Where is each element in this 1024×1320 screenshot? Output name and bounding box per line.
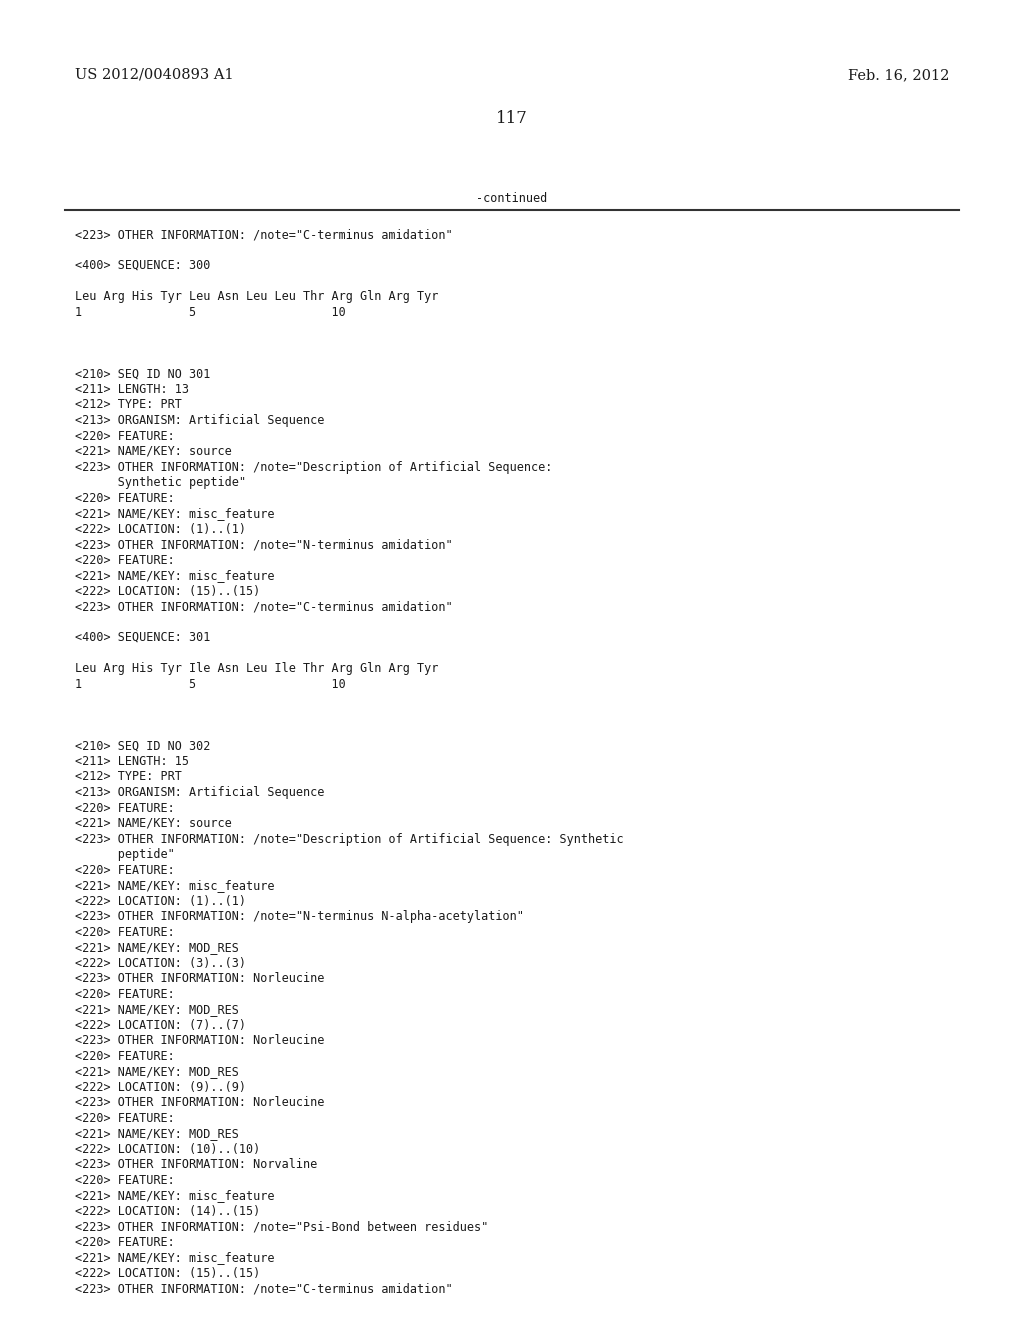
- Text: <220> FEATURE:: <220> FEATURE:: [75, 553, 175, 566]
- Text: Leu Arg His Tyr Leu Asn Leu Leu Thr Arg Gln Arg Tyr: Leu Arg His Tyr Leu Asn Leu Leu Thr Arg …: [75, 290, 438, 304]
- Text: <220> FEATURE:: <220> FEATURE:: [75, 1173, 175, 1187]
- Text: <220> FEATURE:: <220> FEATURE:: [75, 429, 175, 442]
- Text: <222> LOCATION: (14)..(15): <222> LOCATION: (14)..(15): [75, 1204, 260, 1217]
- Text: <220> FEATURE:: <220> FEATURE:: [75, 987, 175, 1001]
- Text: <223> OTHER INFORMATION: /note="C-terminus amidation": <223> OTHER INFORMATION: /note="C-termin…: [75, 228, 453, 242]
- Text: <210> SEQ ID NO 301: <210> SEQ ID NO 301: [75, 367, 210, 380]
- Text: <221> NAME/KEY: misc_feature: <221> NAME/KEY: misc_feature: [75, 1251, 274, 1265]
- Text: <221> NAME/KEY: source: <221> NAME/KEY: source: [75, 445, 231, 458]
- Text: <220> FEATURE:: <220> FEATURE:: [75, 491, 175, 504]
- Text: <223> OTHER INFORMATION: Norleucine: <223> OTHER INFORMATION: Norleucine: [75, 1034, 325, 1047]
- Text: <223> OTHER INFORMATION: /note="C-terminus amidation": <223> OTHER INFORMATION: /note="C-termin…: [75, 601, 453, 612]
- Text: 1               5                   10: 1 5 10: [75, 677, 346, 690]
- Text: peptide": peptide": [75, 847, 175, 861]
- Text: <220> FEATURE:: <220> FEATURE:: [75, 1049, 175, 1063]
- Text: <220> FEATURE:: <220> FEATURE:: [75, 1236, 175, 1249]
- Text: Feb. 16, 2012: Feb. 16, 2012: [848, 69, 949, 82]
- Text: <221> NAME/KEY: misc_feature: <221> NAME/KEY: misc_feature: [75, 507, 274, 520]
- Text: <222> LOCATION: (10)..(10): <222> LOCATION: (10)..(10): [75, 1143, 260, 1155]
- Text: <222> LOCATION: (15)..(15): <222> LOCATION: (15)..(15): [75, 585, 260, 598]
- Text: <213> ORGANISM: Artificial Sequence: <213> ORGANISM: Artificial Sequence: [75, 785, 325, 799]
- Text: <223> OTHER INFORMATION: /note="Description of Artificial Sequence: Synthetic: <223> OTHER INFORMATION: /note="Descript…: [75, 833, 624, 846]
- Text: <223> OTHER INFORMATION: /note="C-terminus amidation": <223> OTHER INFORMATION: /note="C-termin…: [75, 1282, 453, 1295]
- Text: <223> OTHER INFORMATION: /note="Psi-Bond between residues": <223> OTHER INFORMATION: /note="Psi-Bond…: [75, 1220, 488, 1233]
- Text: <222> LOCATION: (7)..(7): <222> LOCATION: (7)..(7): [75, 1019, 246, 1031]
- Text: <400> SEQUENCE: 300: <400> SEQUENCE: 300: [75, 259, 210, 272]
- Text: <223> OTHER INFORMATION: /note="Description of Artificial Sequence:: <223> OTHER INFORMATION: /note="Descript…: [75, 461, 552, 474]
- Text: <220> FEATURE:: <220> FEATURE:: [75, 863, 175, 876]
- Text: <222> LOCATION: (1)..(1): <222> LOCATION: (1)..(1): [75, 895, 246, 908]
- Text: 117: 117: [496, 110, 528, 127]
- Text: <220> FEATURE:: <220> FEATURE:: [75, 1111, 175, 1125]
- Text: <210> SEQ ID NO 302: <210> SEQ ID NO 302: [75, 739, 210, 752]
- Text: <221> NAME/KEY: source: <221> NAME/KEY: source: [75, 817, 231, 830]
- Text: <221> NAME/KEY: misc_feature: <221> NAME/KEY: misc_feature: [75, 1189, 274, 1203]
- Text: <220> FEATURE:: <220> FEATURE:: [75, 801, 175, 814]
- Text: Leu Arg His Tyr Ile Asn Leu Ile Thr Arg Gln Arg Tyr: Leu Arg His Tyr Ile Asn Leu Ile Thr Arg …: [75, 663, 438, 675]
- Text: <221> NAME/KEY: MOD_RES: <221> NAME/KEY: MOD_RES: [75, 1003, 239, 1016]
- Text: <211> LENGTH: 13: <211> LENGTH: 13: [75, 383, 189, 396]
- Text: <223> OTHER INFORMATION: Norvaline: <223> OTHER INFORMATION: Norvaline: [75, 1158, 317, 1171]
- Text: <221> NAME/KEY: misc_feature: <221> NAME/KEY: misc_feature: [75, 879, 274, 892]
- Text: <400> SEQUENCE: 301: <400> SEQUENCE: 301: [75, 631, 210, 644]
- Text: <220> FEATURE:: <220> FEATURE:: [75, 925, 175, 939]
- Text: <213> ORGANISM: Artificial Sequence: <213> ORGANISM: Artificial Sequence: [75, 414, 325, 426]
- Text: <222> LOCATION: (3)..(3): <222> LOCATION: (3)..(3): [75, 957, 246, 969]
- Text: <221> NAME/KEY: MOD_RES: <221> NAME/KEY: MOD_RES: [75, 941, 239, 954]
- Text: <223> OTHER INFORMATION: Norleucine: <223> OTHER INFORMATION: Norleucine: [75, 972, 325, 985]
- Text: <222> LOCATION: (1)..(1): <222> LOCATION: (1)..(1): [75, 523, 246, 536]
- Text: US 2012/0040893 A1: US 2012/0040893 A1: [75, 69, 233, 82]
- Text: <223> OTHER INFORMATION: /note="N-terminus N-alpha-acetylation": <223> OTHER INFORMATION: /note="N-termin…: [75, 909, 524, 923]
- Text: <211> LENGTH: 15: <211> LENGTH: 15: [75, 755, 189, 768]
- Text: <212> TYPE: PRT: <212> TYPE: PRT: [75, 771, 182, 784]
- Text: <222> LOCATION: (9)..(9): <222> LOCATION: (9)..(9): [75, 1081, 246, 1093]
- Text: -continued: -continued: [476, 191, 548, 205]
- Text: <221> NAME/KEY: misc_feature: <221> NAME/KEY: misc_feature: [75, 569, 274, 582]
- Text: 1               5                   10: 1 5 10: [75, 305, 346, 318]
- Text: <221> NAME/KEY: MOD_RES: <221> NAME/KEY: MOD_RES: [75, 1065, 239, 1078]
- Text: <212> TYPE: PRT: <212> TYPE: PRT: [75, 399, 182, 412]
- Text: Synthetic peptide": Synthetic peptide": [75, 477, 246, 488]
- Text: <221> NAME/KEY: MOD_RES: <221> NAME/KEY: MOD_RES: [75, 1127, 239, 1140]
- Text: <223> OTHER INFORMATION: /note="N-terminus amidation": <223> OTHER INFORMATION: /note="N-termin…: [75, 539, 453, 550]
- Text: <223> OTHER INFORMATION: Norleucine: <223> OTHER INFORMATION: Norleucine: [75, 1096, 325, 1109]
- Text: <222> LOCATION: (15)..(15): <222> LOCATION: (15)..(15): [75, 1266, 260, 1279]
